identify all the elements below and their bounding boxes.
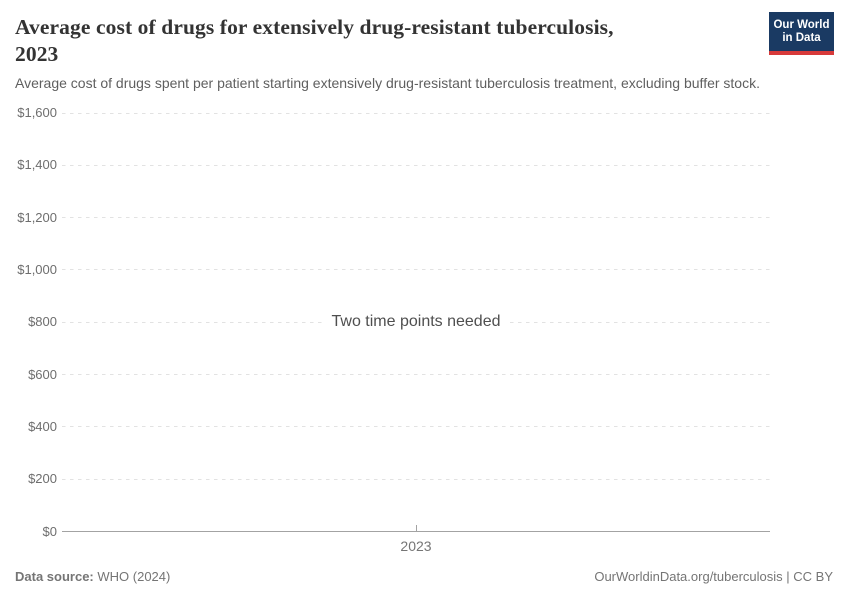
empty-state-message: Two time points needed xyxy=(324,312,508,332)
chart-subtitle: Average cost of drugs spent per patient … xyxy=(15,75,760,91)
owid-logo: Our World in Data xyxy=(769,12,834,55)
data-source-label: Data source: xyxy=(15,569,94,584)
y-axis-tick-label: $1,000 xyxy=(17,261,57,277)
x-axis-line xyxy=(62,531,770,532)
data-source[interactable]: Data source: WHO (2024) xyxy=(15,569,170,584)
y-gridline xyxy=(62,164,770,166)
chart-title-line-2: 2023 xyxy=(15,42,59,66)
data-source-value: WHO (2024) xyxy=(97,569,171,584)
y-axis-tick-label: $200 xyxy=(28,471,57,487)
y-axis-tick-label: $600 xyxy=(28,366,57,382)
y-axis-tick-label: $0 xyxy=(42,523,57,539)
header: Average cost of drugs for extensively dr… xyxy=(15,14,755,68)
y-axis-tick-label: $800 xyxy=(28,314,57,330)
y-gridline xyxy=(62,426,770,428)
owid-logo-line-2: in Data xyxy=(782,31,821,44)
y-axis-tick-label: $1,400 xyxy=(17,157,57,173)
y-gridline xyxy=(62,374,770,376)
y-axis-tick-label: $1,600 xyxy=(17,105,57,120)
x-axis-tick-label: 2023 xyxy=(400,538,432,554)
attribution-link[interactable]: OurWorldinData.org/tuberculosis | CC BY xyxy=(594,569,833,584)
y-axis-tick-label: $400 xyxy=(28,418,57,434)
x-axis-tick xyxy=(415,525,417,531)
y-gridline xyxy=(62,112,770,114)
y-axis-tick-label: $1,200 xyxy=(17,209,57,225)
owid-logo-line-1: Our World xyxy=(773,18,830,31)
y-gridline xyxy=(62,269,770,271)
chart-title-line-1: Average cost of drugs for extensively dr… xyxy=(15,15,614,39)
chart-title: Average cost of drugs for extensively dr… xyxy=(15,14,755,68)
y-gridline xyxy=(62,478,770,480)
y-gridline xyxy=(62,217,770,219)
